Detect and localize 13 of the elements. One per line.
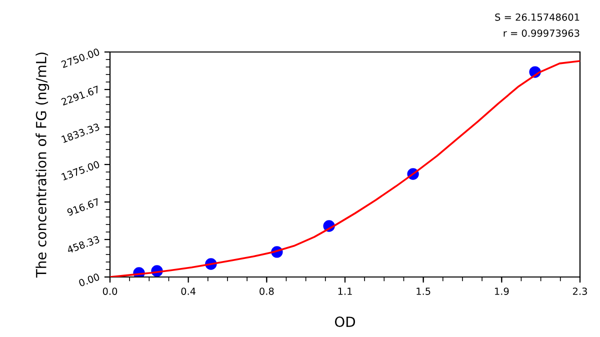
x-tick-label: 1.9 — [495, 288, 509, 295]
x-tick-label: 0.0 — [102, 288, 118, 295]
x-tick-label: 1.5 — [416, 288, 430, 295]
x-tick-label: 1.1 — [338, 288, 352, 295]
x-axis-title: OD — [334, 316, 355, 328]
y-axis-title: The concentration of FG (ng/mL) — [36, 52, 50, 278]
text: S = 26.15748601 — [495, 13, 580, 21]
x-tick-label: 2.3 — [572, 288, 587, 295]
y-tick-label: 458.33 — [66, 236, 100, 254]
x-tick-label: 0.8 — [260, 288, 274, 295]
text: r = 0.99973963 — [504, 29, 580, 37]
y-tick-label: 0.00 — [78, 272, 100, 287]
x-tick-label: 0.4 — [181, 288, 196, 295]
